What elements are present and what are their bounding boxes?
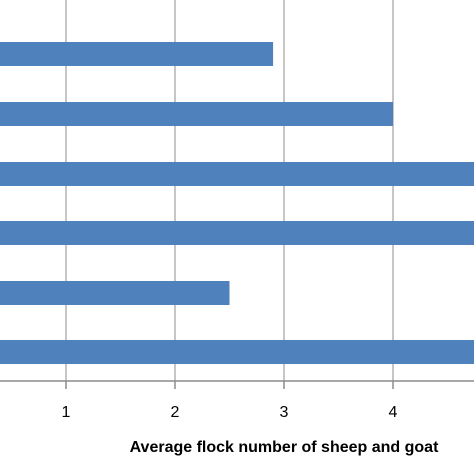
x-tick-label: 4 <box>389 404 398 421</box>
bar-3 <box>0 162 474 186</box>
bar-2 <box>0 102 393 126</box>
x-tick-label: 2 <box>171 404 180 421</box>
x-axis-ticks: 1 2 3 4 <box>62 381 398 421</box>
x-axis-title: Average flock number of sheep and goat <box>130 439 439 456</box>
bar-4 <box>0 221 474 245</box>
bar-5 <box>0 281 230 305</box>
bars <box>0 42 474 364</box>
x-tick-label: 3 <box>280 404 289 421</box>
bar-1 <box>0 42 274 66</box>
bar-6 <box>0 340 474 364</box>
x-tick-label: 1 <box>62 404 71 421</box>
